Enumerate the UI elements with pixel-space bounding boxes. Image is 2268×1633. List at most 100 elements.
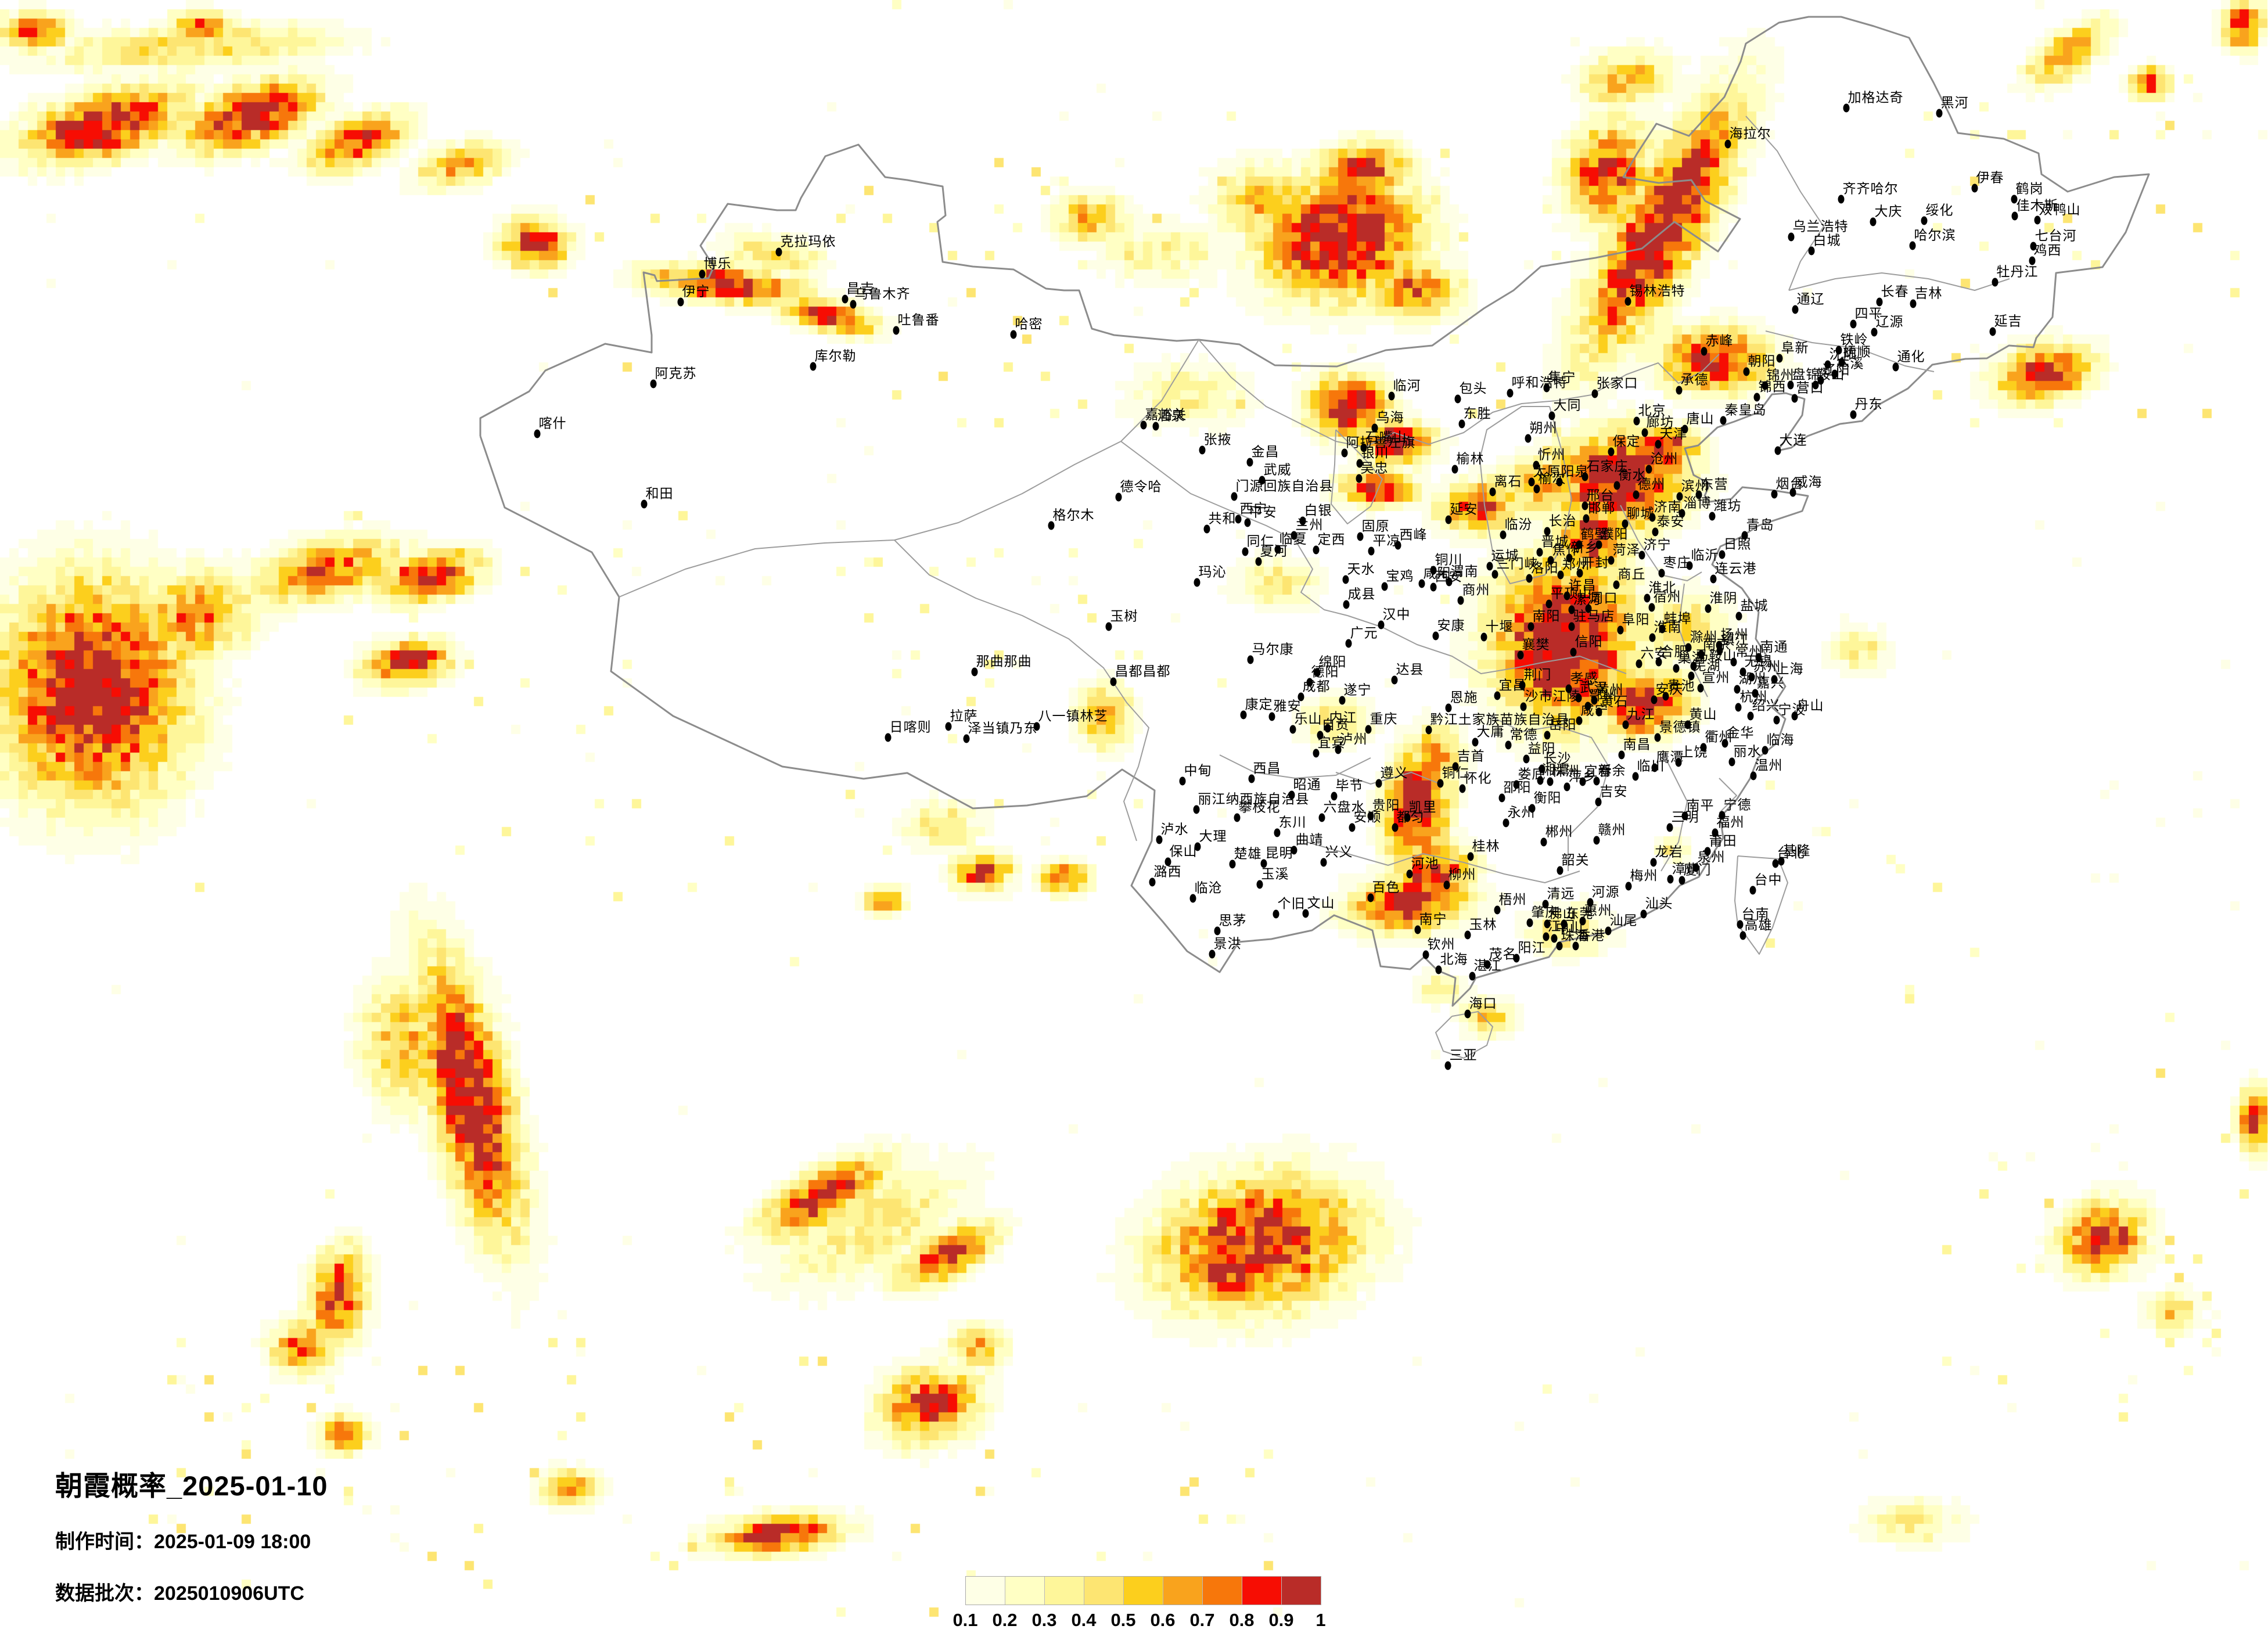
city-marker: 永州	[1503, 805, 1535, 828]
title-block: 朝霞概率_2025-01-10 制作时间：2025-01-09 18:00 数据…	[55, 1463, 328, 1606]
city-label: 吉首	[1457, 748, 1485, 764]
city-marker: 齐齐哈尔	[1838, 181, 1898, 204]
city-label: 锦西	[1758, 379, 1787, 394]
city-marker: 本溪	[1831, 356, 1864, 379]
city-label: 平顶山	[1550, 585, 1593, 601]
city-label: 湖州	[1738, 671, 1767, 686]
city-dot	[1414, 925, 1421, 934]
city-marker: 东莞	[1561, 906, 1593, 929]
city-label: 淄博	[1683, 495, 1712, 510]
city-label: 内江	[1329, 710, 1357, 725]
city-marker: 北海	[1435, 952, 1468, 974]
city-label: 个旧	[1277, 895, 1306, 911]
city-marker: 新余	[1593, 763, 1626, 786]
city-label: 保山	[1169, 843, 1198, 859]
city-dot	[1317, 731, 1324, 740]
city-marker: 潍坊	[1709, 498, 1741, 521]
city-label: 六安	[1640, 645, 1669, 661]
city-dot	[1585, 604, 1592, 613]
city-dot	[1557, 570, 1564, 580]
city-dot	[1774, 446, 1781, 455]
city-dot	[1747, 711, 1754, 721]
city-label: 许昌	[1568, 577, 1597, 593]
city-label: 黄山	[1689, 706, 1717, 722]
city-label: 通化	[1897, 348, 1925, 364]
city-label: 黄石	[1600, 693, 1629, 709]
city-marker: 柳州	[1443, 867, 1476, 890]
city-label: 鹤壁	[1580, 526, 1609, 542]
legend-tick: 0.5	[1110, 1610, 1136, 1630]
city-dot	[1675, 758, 1682, 767]
city-label: 武汉	[1580, 679, 1608, 695]
city-dot	[2029, 256, 2036, 265]
city-marker: 集宁	[1543, 370, 1576, 393]
city-dot	[1705, 604, 1712, 613]
city-label: 乌海	[1376, 409, 1404, 425]
city-marker: 新乡	[1566, 540, 1598, 563]
city-dot	[1561, 919, 1568, 929]
province-border-18	[1435, 1011, 1493, 1059]
city-label: 集宁	[1548, 369, 1576, 385]
city-label: 阜阳	[1622, 612, 1650, 627]
city-dot	[1654, 733, 1661, 742]
city-label: 康定	[1245, 696, 1273, 712]
city-label: 南阳	[1532, 608, 1561, 624]
city-dot	[1570, 648, 1577, 657]
city-label: 昆明	[1265, 845, 1293, 861]
city-marker: 濮阳	[1595, 527, 1628, 549]
legend-tick: 0.6	[1150, 1610, 1176, 1630]
city-dot	[1445, 703, 1452, 713]
city-label: 连云港	[1715, 560, 1757, 576]
city-dot	[1234, 813, 1241, 822]
city-dot	[1617, 625, 1624, 635]
city-dot	[1437, 779, 1444, 788]
city-dot	[1371, 423, 1378, 433]
city-label: 合肥	[1660, 643, 1688, 659]
city-dot	[971, 667, 978, 677]
city-label: 景洪	[1213, 936, 1242, 951]
city-dot	[1735, 703, 1742, 712]
city-dot	[1547, 777, 1554, 786]
province-border-11	[1335, 772, 1441, 785]
city-label: 西峰	[1399, 527, 1428, 542]
city-label: 运城	[1491, 548, 1519, 563]
city-dot	[1445, 515, 1452, 524]
legend-tick: 0.1	[953, 1610, 978, 1630]
city-label: 嘉兴	[1756, 675, 1785, 690]
city-marker: 南宁	[1414, 912, 1447, 934]
city-marker: 临沂	[1686, 548, 1719, 570]
city-marker: 朔州	[1525, 420, 1557, 443]
city-marker: 威海	[1789, 474, 1822, 497]
city-marker: 漯河	[1568, 592, 1601, 614]
city-marker: 黔江土家族苗族自治县	[1425, 712, 1569, 735]
legend-tick: 0.3	[1031, 1610, 1057, 1630]
city-marker: 香港	[1572, 928, 1605, 951]
city-dot	[1540, 837, 1547, 847]
city-label: 喀什	[538, 415, 567, 431]
city-dot	[1583, 514, 1590, 523]
city-label: 玉林	[1469, 916, 1497, 932]
city-dot	[1544, 527, 1551, 536]
city-dot	[1690, 661, 1697, 671]
city-dot	[1235, 515, 1242, 524]
city-marker: 哈密	[1010, 316, 1043, 339]
city-label: 荆门	[1523, 667, 1552, 682]
city-marker: 通辽	[1792, 292, 1824, 314]
city-dot	[1678, 509, 1685, 518]
city-marker: 洛阳	[1526, 560, 1558, 583]
province-border-17	[1719, 778, 1737, 814]
city-marker: 临海	[1762, 732, 1794, 755]
city-dot	[1367, 893, 1374, 902]
city-marker: 大理	[1194, 829, 1227, 851]
city-marker: 南昌	[1618, 737, 1651, 760]
city-marker: 滨州	[1676, 479, 1709, 501]
city-dot	[1624, 297, 1631, 306]
city-marker: 驻马店	[1568, 609, 1615, 631]
city-dot	[1392, 823, 1399, 832]
city-label: 辽阳	[1822, 362, 1850, 377]
city-dot	[1274, 828, 1281, 837]
province-border-5	[1479, 406, 1572, 584]
city-dot	[1528, 477, 1535, 487]
city-dot	[1741, 531, 1748, 540]
city-label: 金华	[1726, 725, 1755, 740]
